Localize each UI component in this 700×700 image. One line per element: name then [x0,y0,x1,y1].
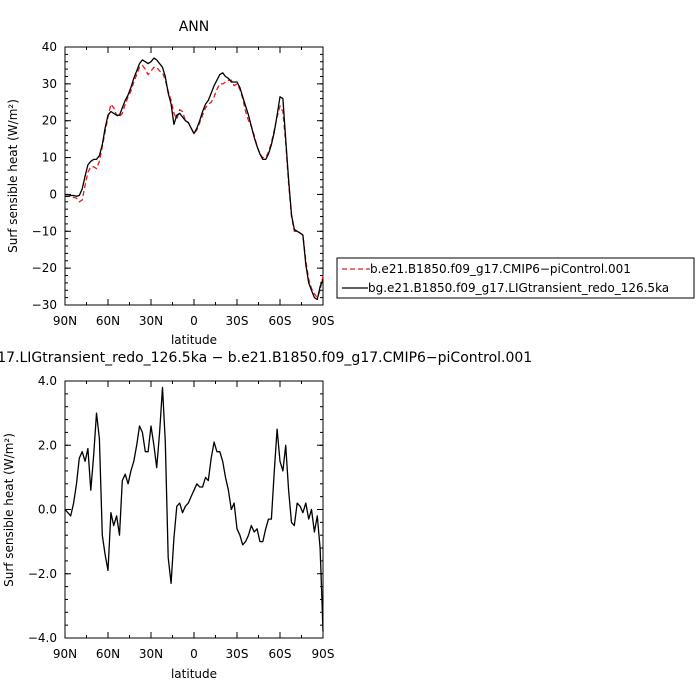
y-tick-label: −10 [32,224,57,238]
chart-panel-difference: bg.e21.B1850.f09_g17.LIGtransient_redo_1… [0,350,532,681]
y-tick-label: −20 [32,261,57,275]
y-tick-label: −2.0 [28,567,57,581]
x-tick-label: 60S [269,647,292,661]
legend-label-pi-control: b.e21.B1850.f09_g17.CMIP6−piControl.001 [370,262,631,276]
y-tick-label: 20 [42,114,57,128]
legend-box [336,257,695,299]
y-axis-label: Surf sensible heat (W/m²) [2,433,16,587]
y-tick-label: −30 [32,298,57,312]
x-tick-label: 90S [312,647,335,661]
x-tick-label: 30N [139,647,163,661]
chart-panel-annual-mean: ANN 90N 60N 30N 0 30S 60S 90S −30 −20 −10 0 10 20 30… [6,19,334,347]
x-tick-label: 0 [190,647,198,661]
series-lines [64,386,324,632]
x-tick-label: 60S [269,314,292,328]
legend: b.e21.B1850.f09_g17.CMIP6−piControl.001 … [336,257,695,299]
x-tick-label: 60N [96,647,120,661]
x-tick-label: 90N [53,647,77,661]
y-tick-label: 0 [49,187,57,201]
series-line-1 [65,57,324,301]
x-tick-label: 90N [53,314,77,328]
y-tick-label: 0.0 [38,503,57,517]
y-tick-label: 10 [42,151,57,165]
y-axis-label: Surf sensible heat (W/m²) [6,99,20,253]
x-tick-label: 90S [312,314,335,328]
y-axis: −30 −20 −10 0 10 20 30 40 [32,40,323,312]
series-line-0 [65,64,324,299]
x-tick-label: 0 [190,314,198,328]
series-line-0 [64,386,324,632]
plot-frame [64,380,324,639]
legend-label-lig-transient: bg.e21.B1850.f09_g17.LIGtransient_redo_1… [368,281,669,295]
x-tick-label: 60N [96,314,120,328]
y-tick-label: 30 [42,77,57,91]
x-axis: 90N 60N 30N 0 30S 60S 90S [53,47,335,328]
plot-frame [64,46,324,306]
x-axis: 90N 60N 30N 0 30S 60S 90S [53,381,335,661]
x-tick-label: 30S [226,647,249,661]
chart-title: bg.e21.B1850.f09_g17.LIGtransient_redo_1… [0,350,532,366]
y-tick-label: 2.0 [38,438,57,452]
x-axis-label: latitude [171,667,217,681]
chart-title: ANN [179,19,210,35]
y-tick-label: 40 [42,40,57,54]
x-tick-label: 30N [139,314,163,328]
y-tick-label: 4.0 [38,374,57,388]
series-lines [65,57,324,301]
y-tick-label: −4.0 [28,631,57,645]
x-tick-label: 30S [226,314,249,328]
x-axis-label: latitude [171,333,217,347]
